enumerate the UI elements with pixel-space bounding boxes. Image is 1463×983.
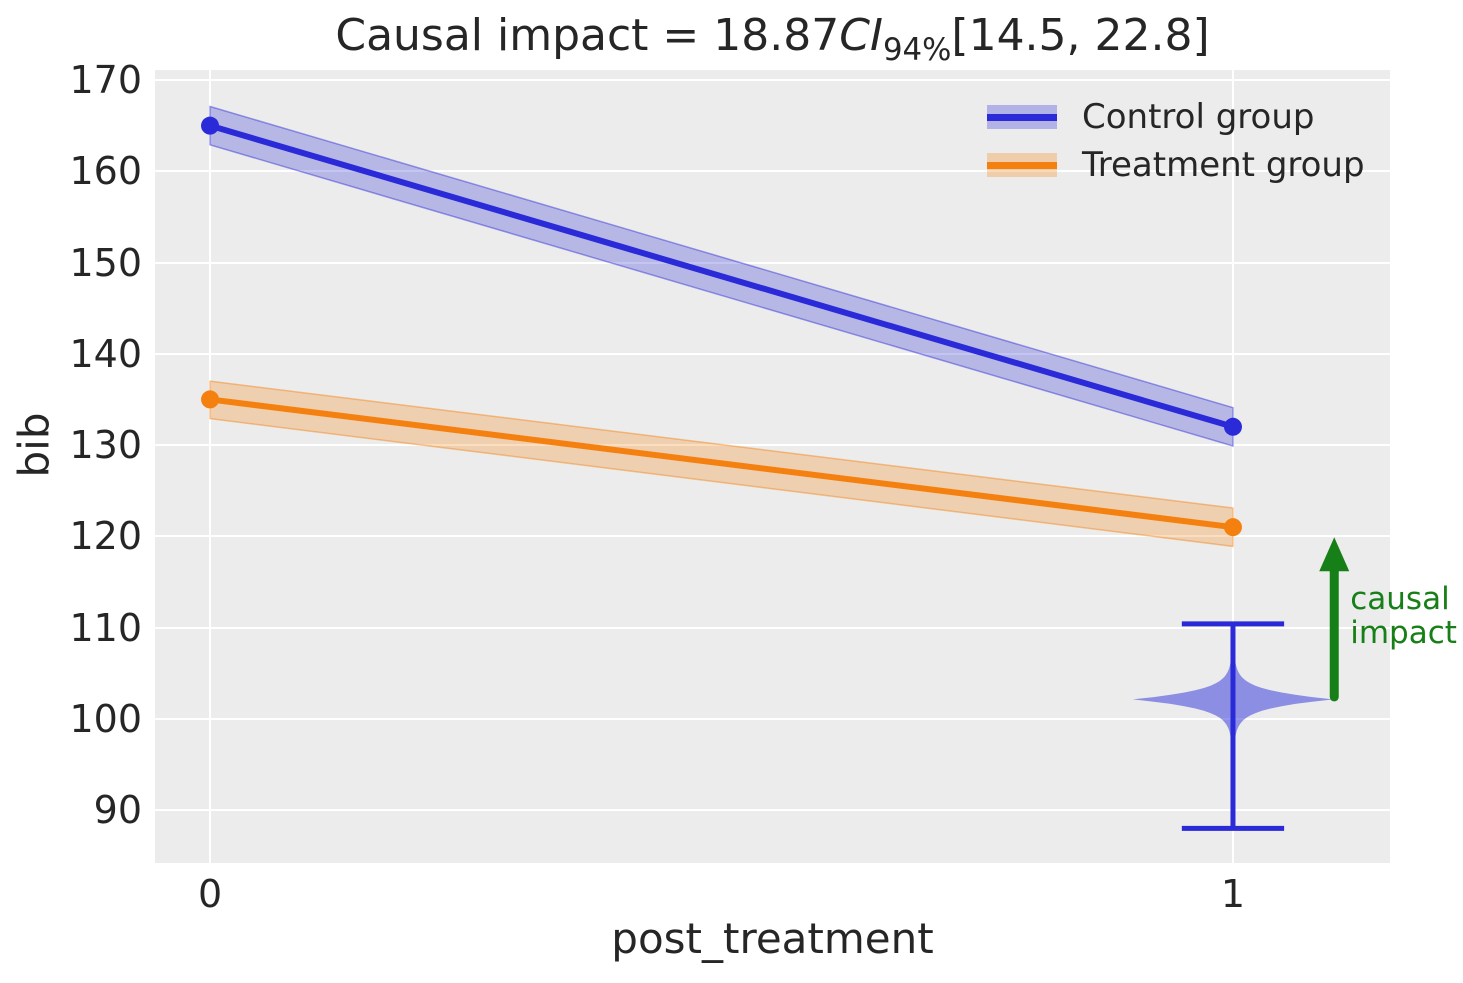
y-tick-label: 140 — [69, 331, 142, 376]
legend: Control group Treatment group — [987, 97, 1365, 185]
y-tick-label: 110 — [69, 605, 142, 650]
legend-label-control: Control group — [1082, 97, 1315, 137]
title-ci-interval: [14.5, 22.8] — [951, 10, 1210, 61]
legend-item-control: Control group — [987, 97, 1365, 137]
y-tick-label: 120 — [69, 514, 142, 559]
chart-title: Causal impact = 18.87CI94%[14.5, 22.8] — [155, 10, 1390, 68]
title-ci-symbol: CI — [839, 10, 883, 61]
control-line — [209, 122, 1234, 430]
causal-impact-annotation-line1: causal — [1350, 581, 1450, 618]
y-gridline — [155, 261, 1390, 264]
y-tick-label: 130 — [69, 423, 142, 468]
y-gridline — [155, 170, 1390, 173]
y-tick-label: 170 — [69, 58, 142, 103]
y-gridline — [155, 809, 1390, 812]
treatment-line-swatch — [987, 161, 1057, 169]
y-gridline — [155, 535, 1390, 538]
x-gridline — [1231, 70, 1234, 863]
treatment-legend-swatch — [987, 153, 1057, 177]
legend-item-treatment: Treatment group — [987, 145, 1365, 185]
y-gridline — [155, 717, 1390, 720]
causal-impact-arrow-head — [1319, 537, 1350, 572]
y-gridline — [155, 352, 1390, 355]
y-gridline — [155, 79, 1390, 82]
y-tick-label: 160 — [69, 149, 142, 194]
causal-impact-annotation: causal impact — [1350, 581, 1457, 651]
title-prefix: Causal impact = 18.87 — [335, 10, 840, 61]
control-point-0 — [201, 116, 220, 135]
causal-impact-annotation-line2: impact — [1350, 614, 1457, 651]
y-tick-label: 90 — [93, 788, 142, 833]
x-tick-label: 1 — [1220, 872, 1246, 916]
y-tick-label: 150 — [69, 240, 142, 285]
title-ci-level: 94% — [882, 31, 952, 68]
plot-area — [155, 70, 1390, 863]
x-tick-label: 0 — [197, 872, 223, 916]
legend-label-treatment: Treatment group — [1082, 145, 1365, 185]
control-line-swatch — [987, 113, 1057, 121]
y-gridline — [155, 444, 1390, 447]
x-gridline — [209, 70, 212, 863]
control-point-1 — [1223, 417, 1242, 436]
y-tick-label: 100 — [69, 696, 142, 741]
treatment-point-0 — [201, 390, 220, 409]
treatment-point-1 — [1223, 518, 1242, 537]
y-gridline — [155, 626, 1390, 629]
control-legend-swatch — [987, 105, 1057, 129]
x-axis-label: post_treatment — [611, 914, 934, 963]
treatment-line — [209, 396, 1234, 531]
